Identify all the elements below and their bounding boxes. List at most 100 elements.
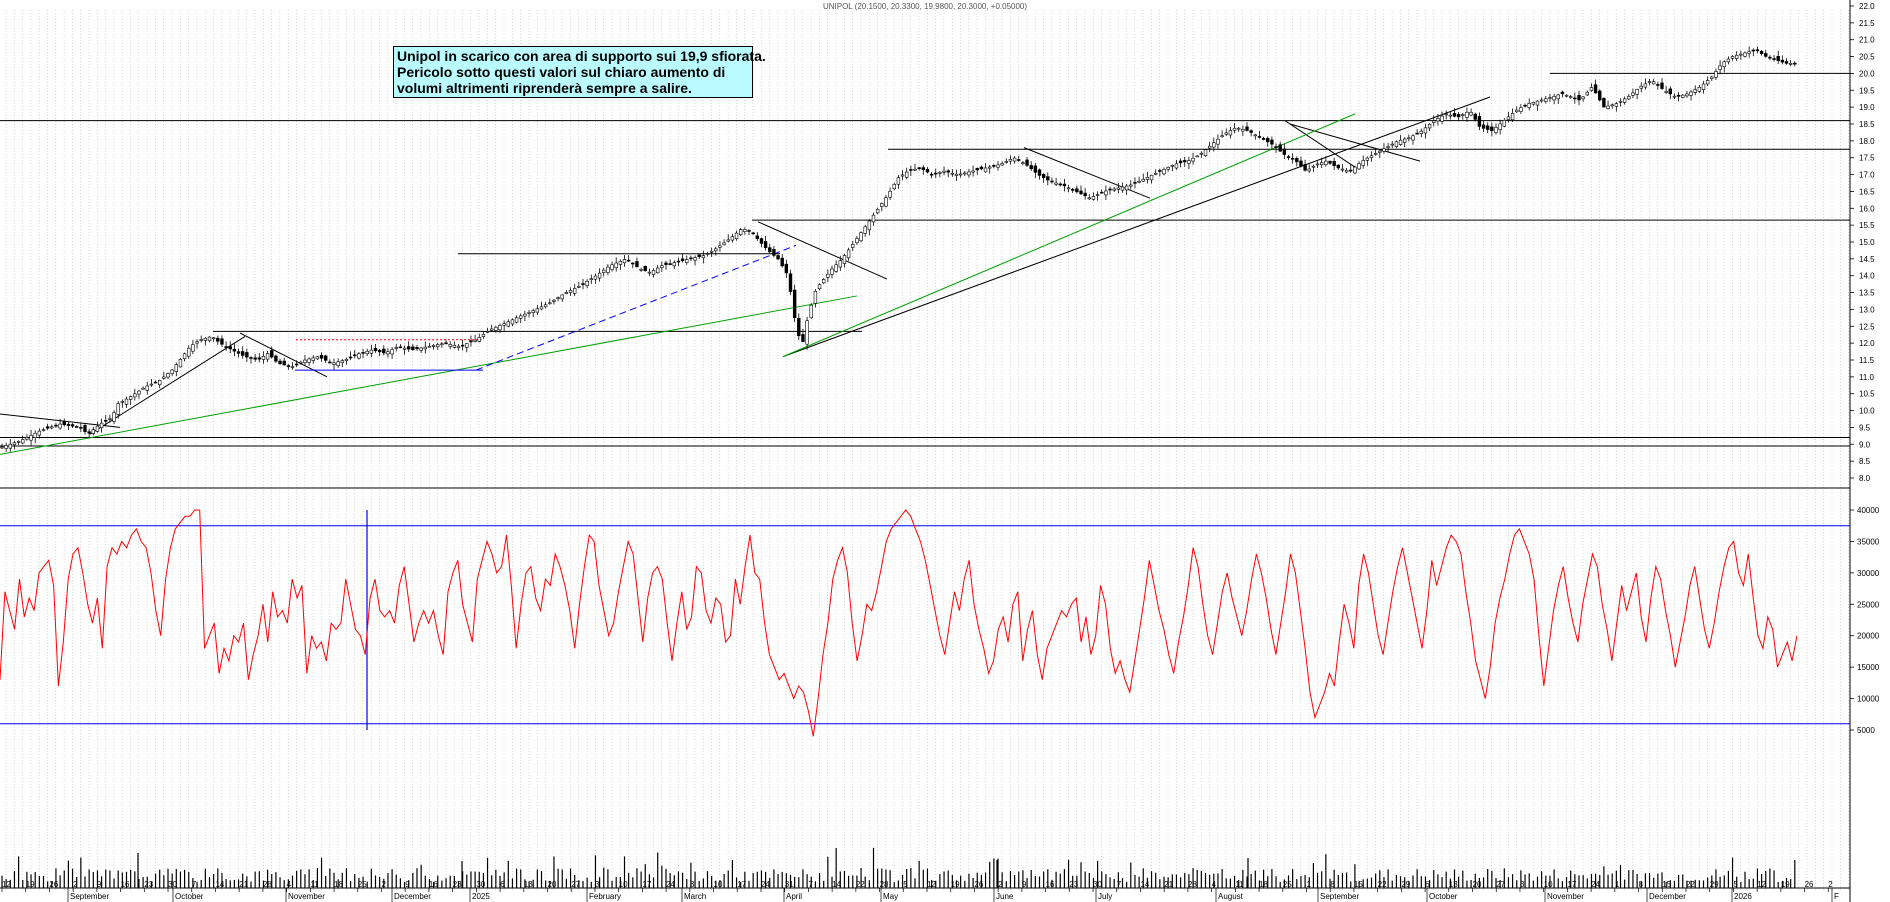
candle-body (892, 183, 896, 190)
candle-body (1017, 159, 1021, 161)
candle-body (270, 350, 274, 358)
candle-body (581, 283, 585, 285)
candle-body (104, 420, 108, 422)
candle-body (589, 278, 594, 280)
candle-body (282, 360, 286, 366)
candle-body (124, 398, 129, 405)
candle-body (1506, 116, 1511, 121)
x-day-label: 2 (73, 880, 78, 889)
candle-body (568, 290, 573, 293)
candle-body (1411, 135, 1415, 141)
candle-body (1083, 192, 1087, 197)
candle-body (1378, 150, 1382, 153)
x-day-label: 21 (239, 880, 248, 889)
candle-body (406, 346, 411, 350)
candle-body (1373, 153, 1378, 155)
candle-body (1676, 94, 1681, 97)
x-day-label: 9 (405, 880, 410, 889)
candle-body (1531, 101, 1536, 105)
candle-body (622, 259, 627, 264)
osc-y-tick-label: 35000 (1857, 537, 1880, 546)
y-tick-label: 9.0 (1859, 440, 1871, 449)
x-day-label: 3 (595, 880, 600, 889)
candle-body (809, 304, 813, 319)
candle-body (585, 281, 589, 286)
candle-body (1440, 115, 1444, 122)
candle-body (278, 360, 282, 365)
candle-body (1436, 118, 1440, 122)
candle-body (411, 346, 415, 351)
candle-body (477, 337, 481, 342)
price-level-lines (0, 72, 1850, 447)
candle-body (444, 342, 448, 345)
candle-body (54, 424, 58, 427)
candle-body (1199, 152, 1204, 155)
candle-body (689, 257, 693, 260)
candle-body (792, 289, 797, 319)
candle-body (369, 349, 374, 354)
candle-body (1415, 132, 1419, 135)
candle-body (967, 171, 971, 176)
candle-body (996, 164, 1000, 168)
candle-body (137, 390, 141, 395)
candle-body (917, 167, 921, 169)
candle-body (216, 337, 220, 342)
candle-body (415, 347, 419, 350)
y-tick-label: 18.0 (1859, 137, 1875, 146)
x-day-label: 25 (1283, 880, 1292, 889)
candle-body (842, 255, 847, 264)
candle-body (315, 356, 320, 360)
x-day-label: 30 (168, 880, 177, 889)
x-day-label: 2 (1828, 880, 1833, 889)
candle-body (1776, 56, 1780, 61)
candle-body (963, 172, 967, 175)
candle-body (1178, 160, 1183, 164)
candle-body (693, 257, 697, 261)
candle-body (1631, 92, 1635, 96)
candle-body (419, 347, 423, 351)
candle-body (365, 350, 369, 355)
trend-line-black (1023, 147, 1151, 199)
x-day-label: 17 (642, 880, 651, 889)
candle-body (12, 442, 17, 446)
candle-body (1394, 141, 1399, 147)
osc-y-tick-label: 25000 (1857, 600, 1880, 609)
x-day-label: 23 (1069, 880, 1078, 889)
candle-body (1295, 158, 1299, 163)
candle-body (1212, 142, 1216, 148)
candle-body (1585, 91, 1590, 96)
x-day-label: 20 (1473, 880, 1482, 889)
x-day-label: 4 (1212, 880, 1217, 889)
candle-body (1515, 109, 1519, 113)
candle-body (166, 373, 170, 378)
candle-body (1755, 49, 1760, 52)
x-month-label: October (175, 892, 204, 901)
candle-body (1602, 97, 1606, 108)
candle-body (759, 238, 764, 244)
candle-body (1133, 182, 1137, 184)
x-day-label: 15 (1662, 880, 1671, 889)
candle-body (884, 197, 888, 207)
candle-body (4, 445, 8, 449)
candle-body (174, 364, 178, 372)
x-day-label: 28 (880, 880, 889, 889)
x-day-label: 9 (1022, 880, 1027, 889)
candle-body (1149, 174, 1154, 181)
candle-body (1390, 143, 1394, 146)
y-tick-label: 19.0 (1859, 103, 1875, 112)
candle-body (826, 273, 830, 278)
x-day-label: 16 (429, 880, 438, 889)
x-day-label: 14 (832, 880, 841, 889)
candle-body (241, 351, 245, 356)
trend-line-black (1289, 123, 1421, 162)
candle-body (1689, 91, 1693, 96)
x-month-label: November (288, 892, 325, 901)
candle-body (1216, 138, 1220, 145)
candle-body (1548, 97, 1552, 99)
candle-body (672, 262, 677, 267)
candle-body (1079, 190, 1083, 195)
x-day-label: 12 (927, 880, 936, 889)
candle-body (851, 244, 855, 248)
x-day-label: 29 (1710, 880, 1719, 889)
